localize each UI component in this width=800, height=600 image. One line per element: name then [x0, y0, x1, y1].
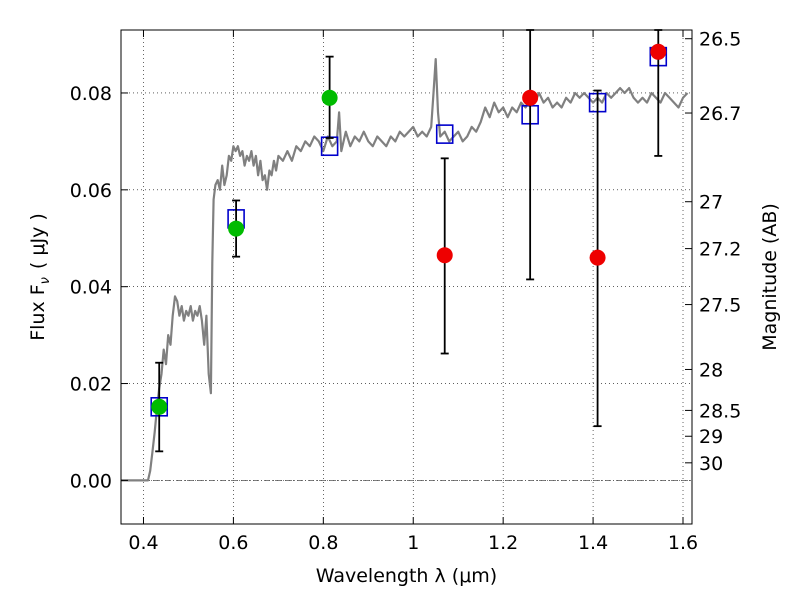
data-marks-layer — [150, 29, 668, 453]
model-spectrum-line — [121, 57, 689, 482]
detection-point — [151, 398, 168, 415]
model-flux-square — [435, 124, 454, 144]
y-tick-label: 0.08 — [70, 83, 112, 105]
y-tick-label: 0.06 — [70, 180, 112, 202]
right-tick-label: 27.2 — [699, 239, 741, 261]
x-tick-label: 1 — [407, 532, 419, 554]
detection-point — [321, 89, 338, 106]
right-tick-label: 26.5 — [699, 29, 741, 51]
x-tick-label: 0.8 — [308, 532, 338, 554]
x-tick-label: 1.6 — [668, 532, 698, 554]
nondetection-point — [650, 43, 667, 60]
right-tick-label: 29 — [699, 426, 723, 448]
right-tick-label: 27.5 — [699, 295, 741, 317]
right-tick-label: 28.5 — [699, 400, 741, 422]
x-axis-label: Wavelength λ (μm) — [316, 565, 497, 587]
plot-frame — [120, 29, 693, 525]
nondetection-point — [589, 249, 606, 266]
x-tick-label: 1.4 — [578, 532, 608, 554]
y-tick-label: 0.02 — [70, 374, 112, 396]
axes-layer: 0.4 0.6 0.8 1 1.2 1.4 1.6 0.00 0.02 0.04 0.06 0.08 2… — [70, 29, 742, 554]
y-axis-label-flux: Flux F — [27, 284, 49, 340]
y-axis-label-left: Flux Fν ( μJy ) — [27, 213, 53, 341]
right-tick-label: 26.7 — [699, 103, 741, 125]
model-spectrum-layer — [121, 57, 689, 482]
y-axis-label-right: Magnitude (AB) — [759, 203, 781, 351]
right-tick-label: 27 — [699, 192, 723, 214]
x-tick-label: 1.2 — [488, 532, 518, 554]
right-tick-label: 28 — [699, 359, 723, 381]
y-tick-label: 0.00 — [70, 470, 112, 492]
nondetection-point — [436, 247, 453, 264]
detection-point — [228, 220, 245, 237]
nondetection-point — [522, 89, 539, 106]
y-axis-label-sub: ν — [38, 277, 53, 284]
y-tick-label: 0.04 — [70, 277, 112, 299]
x-tick-label: 0.4 — [128, 532, 158, 554]
x-tick-label: 0.6 — [218, 532, 248, 554]
y-axis-label-unit: ( μJy ) — [27, 213, 49, 269]
right-tick-label: 30 — [699, 453, 723, 475]
